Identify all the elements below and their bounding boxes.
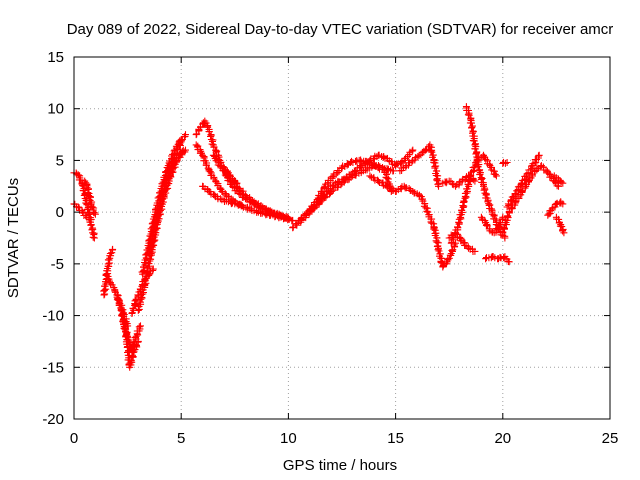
y-tick-label: -20: [42, 411, 64, 428]
point-markers: [306, 162, 395, 216]
series-track-12: [162, 146, 189, 185]
point-markers: [499, 158, 511, 167]
series-track-29: [501, 255, 513, 266]
series-track-3: [81, 177, 99, 218]
x-tick-label: 0: [70, 430, 78, 447]
y-tick-label: 15: [47, 49, 64, 66]
x-tick-label: 5: [177, 430, 185, 447]
y-tick-label: 5: [56, 152, 64, 169]
series-track-30: [477, 213, 507, 237]
point-markers: [220, 164, 241, 187]
series-track-9: [134, 146, 187, 314]
series-track-22: [396, 141, 443, 190]
y-tick-label: -5: [51, 256, 64, 273]
point-markers: [430, 224, 460, 271]
x-tick-label: 20: [494, 430, 511, 447]
point-markers: [119, 317, 144, 356]
point-markers: [477, 213, 507, 237]
series-track-35: [550, 172, 567, 187]
point-markers: [482, 253, 509, 263]
series-track-34: [544, 198, 567, 219]
series-track-31: [499, 162, 562, 237]
series-track-15: [199, 182, 245, 209]
point-markers: [81, 177, 99, 218]
y-tick-label: -15: [42, 359, 64, 376]
chart-title: Day 089 of 2022, Sidereal Day-to-day VTE…: [67, 21, 614, 38]
series-track-17: [220, 164, 241, 187]
point-markers: [366, 172, 438, 232]
x-axis-label: GPS time / hours: [283, 457, 397, 474]
point-markers: [503, 151, 543, 211]
y-tick-label: 0: [56, 204, 64, 221]
x-tick-label: 10: [280, 430, 297, 447]
y-tick-label: 10: [47, 101, 64, 118]
point-markers: [550, 172, 567, 187]
point-markers: [552, 213, 568, 237]
series-track-21: [366, 172, 438, 232]
series-track-32: [503, 151, 543, 211]
series-track-20: [306, 162, 395, 216]
series-track-33: [499, 158, 511, 167]
y-axis-label: SDTVAR / TECUs: [5, 178, 22, 298]
series-track-28: [482, 253, 509, 263]
series-track-7: [119, 317, 144, 356]
point-markers: [162, 146, 189, 185]
point-markers: [445, 229, 479, 255]
point-markers: [544, 198, 567, 219]
x-tick-label: 15: [387, 430, 404, 447]
x-tick-label: 25: [602, 430, 619, 447]
series-track-23: [430, 224, 460, 271]
plot-frame: [73, 56, 611, 420]
point-markers: [499, 162, 562, 237]
series-track-36: [552, 213, 568, 237]
data-points: [70, 103, 568, 371]
point-markers: [134, 146, 187, 314]
point-markers: [396, 141, 443, 190]
point-markers: [199, 182, 245, 209]
y-tick-label: -10: [42, 308, 64, 325]
axis-ticks: 0 5 10 15 20 25 -20 -15 -10 -5 0 5 10 15: [42, 49, 618, 447]
point-markers: [501, 255, 513, 266]
series-track-27: [445, 229, 479, 255]
